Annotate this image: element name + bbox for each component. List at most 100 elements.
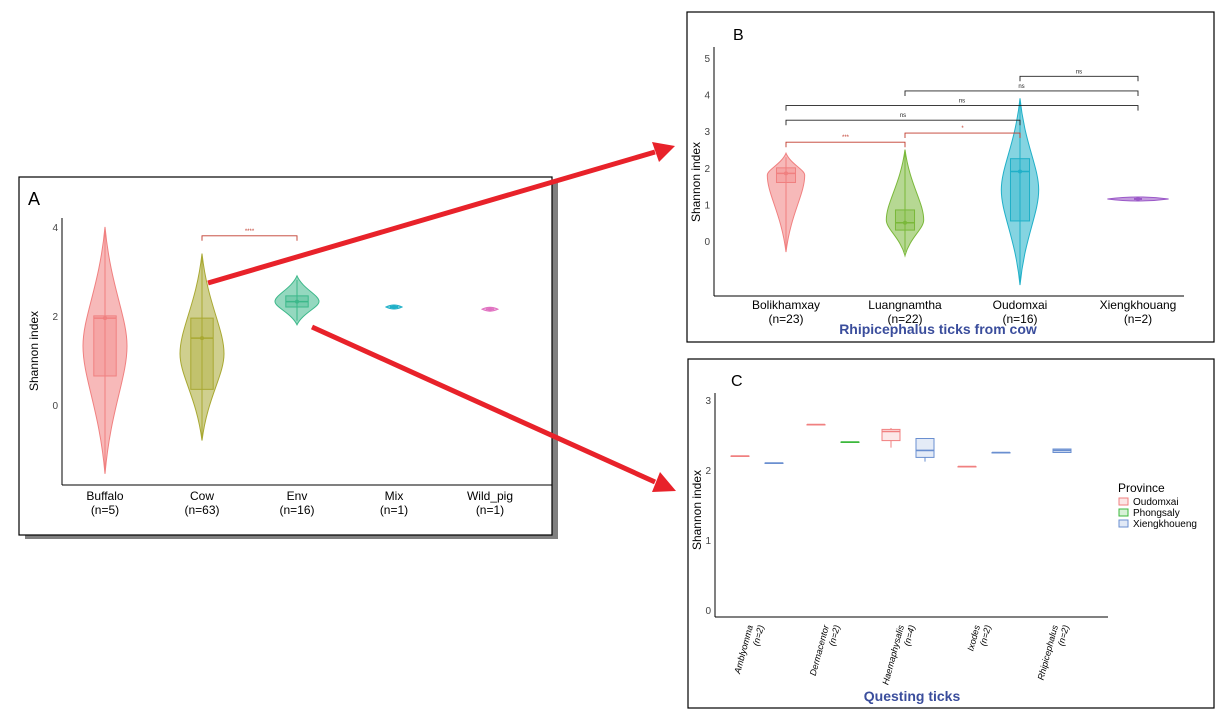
x-count-buffalo: (n=5) — [91, 503, 119, 517]
sig-bracket: ns — [785, 113, 1021, 126]
sig-line — [785, 105, 1139, 111]
x-label-xiengkhouang: Xiengkhouang — [1100, 298, 1177, 312]
panel-b-frame — [686, 11, 1215, 343]
violin-env — [274, 274, 320, 326]
sig-line — [201, 235, 298, 241]
panel-b-ylabel: Shannon index — [689, 142, 703, 222]
violin-buffalo — [82, 226, 128, 474]
panel-c-ytick: 1 — [705, 536, 711, 547]
x-count-wild-pig: (n=1) — [476, 503, 504, 517]
sig-line — [1019, 75, 1139, 82]
legend-label-oudomxai: Oudomxai — [1133, 497, 1179, 508]
x-label-oudomxai: Oudomxai — [993, 298, 1048, 312]
median-point — [103, 316, 107, 321]
median-point — [1136, 196, 1140, 201]
legend-key-xiengkhoueng — [1118, 519, 1129, 528]
panel-b-ytick: 1 — [704, 200, 710, 211]
violin-mix — [384, 304, 404, 310]
box-haemaphysalis-oudomxai — [881, 428, 901, 448]
sig-bracket: ns — [785, 99, 1139, 111]
panel-b-ytick: 5 — [704, 54, 710, 65]
median-point — [200, 336, 204, 341]
panel-a-ylabel: Shannon index — [27, 311, 41, 391]
box — [93, 315, 117, 377]
sig-label: ns — [1076, 69, 1082, 75]
box — [1009, 158, 1031, 222]
box-amblyomma-oudomxai — [730, 455, 750, 457]
x-count-mix: (n=1) — [380, 503, 408, 517]
x-label-env: Env — [287, 489, 308, 503]
panel-b-ytick: 3 — [704, 127, 710, 138]
panel-c-ylabel: Shannon index — [690, 470, 704, 550]
x-label-cow: Cow — [190, 489, 214, 503]
panel-b-ytick: 2 — [704, 164, 710, 175]
panel-c-ytick: 3 — [705, 396, 711, 407]
sig-bracket: ns — [904, 84, 1139, 96]
violin-oudomxai — [1000, 98, 1040, 286]
median-point — [784, 171, 788, 176]
violin-xiengkhouang — [1107, 196, 1169, 202]
x-count-cow: (n=63) — [184, 503, 219, 517]
violin-cow — [179, 253, 225, 441]
panel-a-ytick: 0 — [52, 401, 58, 412]
connector-arrows — [207, 142, 676, 492]
median-point — [1018, 169, 1022, 174]
median-point — [903, 220, 907, 225]
panel-b-subtitle: Rhipicephalus ticks from cow — [839, 321, 1037, 337]
median-point — [488, 307, 492, 312]
sig-bracket: * — [904, 126, 1021, 139]
panel-b: B Shannon index Rhipicephalus ticks from… — [686, 11, 1215, 343]
sig-bracket: ns — [1019, 69, 1139, 82]
sig-line — [904, 132, 1021, 139]
arrow-head-c — [652, 472, 676, 492]
arrow-cow-to-b — [207, 149, 656, 286]
panel-c-ytick: 2 — [705, 466, 711, 477]
violin-luangnamtha — [885, 149, 925, 258]
x-label-luangnamtha: Luangnamtha — [868, 298, 942, 312]
sig-line — [785, 119, 1021, 126]
sig-label: ns — [1018, 84, 1024, 90]
legend-label-xiengkhoueng: Xiengkhoueng — [1133, 519, 1197, 530]
x-label-wild-pig: Wild_pig — [467, 489, 513, 503]
sig-label: ns — [959, 99, 965, 105]
x-count-bolikhamxay: (n=23) — [768, 312, 803, 326]
legend-label-phongsaly: Phongsaly — [1133, 508, 1180, 519]
box — [894, 209, 916, 231]
sig-line — [785, 141, 906, 148]
panel-c-subtitle: Questing ticks — [864, 688, 961, 704]
x-label-buffalo: Buffalo — [86, 489, 123, 503]
box-ixodes-xiengkhoueng — [991, 451, 1011, 454]
panel-a-ytick: 2 — [52, 312, 58, 323]
panel-b-ytick: 0 — [704, 237, 710, 248]
box-dermacentor-oudomxai — [806, 423, 826, 426]
box — [190, 317, 214, 390]
panel-c-ytick: 0 — [705, 606, 711, 617]
sig-label: *** — [842, 135, 850, 141]
panel-a: A Shannon index 4 2 0 **** Buffalo(n=5) Cow… — [18, 176, 558, 539]
panel-b-letter: B — [733, 27, 744, 44]
box — [915, 438, 935, 458]
sig-bracket: *** — [785, 135, 906, 148]
box-dermacentor-phongsaly — [840, 441, 860, 443]
median-point — [295, 299, 299, 304]
x-label-mix: Mix — [385, 489, 404, 503]
x-count-luangnamtha: (n=22) — [887, 312, 922, 326]
arrow-env-to-c — [310, 324, 657, 485]
legend-key-phongsaly — [1118, 508, 1129, 517]
sig-label: ns — [900, 113, 906, 119]
panel-c-frame — [687, 358, 1215, 709]
sig-label: **** — [245, 229, 255, 235]
median-point — [392, 305, 396, 309]
x-count-env: (n=16) — [279, 503, 314, 517]
sig-line — [904, 90, 1139, 96]
box-amblyomma-xiengkhoueng — [764, 462, 784, 464]
legend-key-oudomxai — [1118, 497, 1129, 506]
box-ixodes-oudomxai — [957, 465, 977, 468]
x-count-oudomxai: (n=16) — [1002, 312, 1037, 326]
legend-title: Province — [1118, 481, 1165, 495]
arrow-head-b — [652, 142, 675, 162]
box — [881, 428, 901, 442]
